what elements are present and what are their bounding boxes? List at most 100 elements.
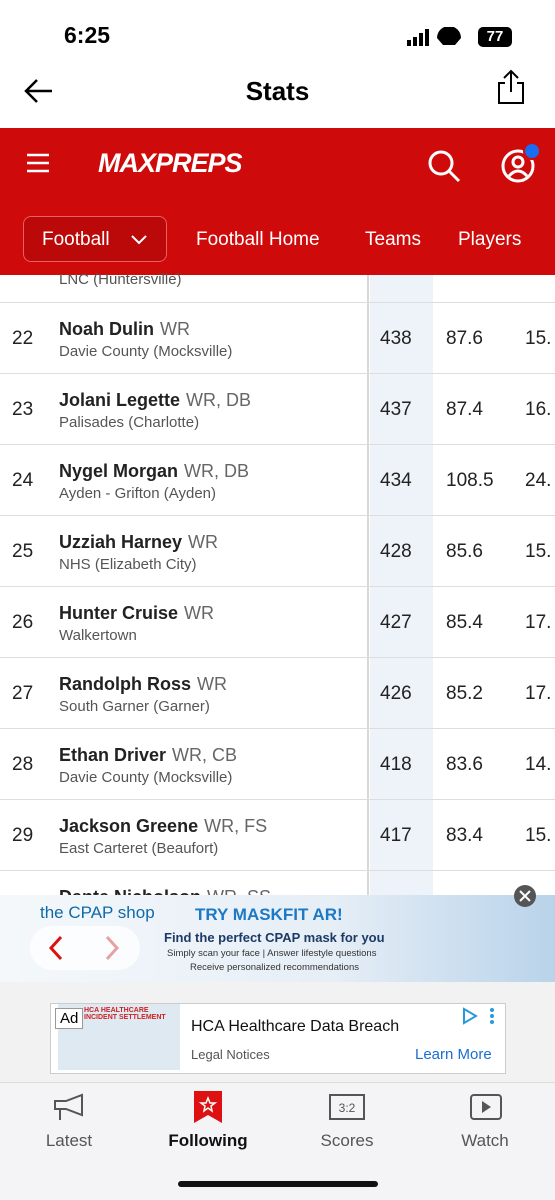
stat-value: 83.4: [446, 825, 483, 846]
row-divider: [0, 444, 555, 445]
chevron: [131, 235, 147, 245]
row-divider: [0, 515, 555, 516]
tab-bar: [0, 1082, 555, 1200]
school: South Garner (Garner): [59, 698, 210, 715]
stat-value: 428: [380, 541, 412, 562]
ad-subhead: Find the perfect CPAP mask for you: [164, 930, 385, 945]
row-divider: [0, 302, 555, 303]
row-rank: 23: [12, 399, 34, 420]
tab[interactable]: Football: [42, 229, 110, 250]
tab-label[interactable]: Following: [168, 1131, 248, 1150]
stat-value: 85.2: [446, 683, 483, 704]
position: WR: [188, 532, 219, 552]
tab[interactable]: Players: [458, 229, 522, 250]
stat-value: 426: [380, 683, 412, 704]
tab-label[interactable]: Latest: [45, 1131, 93, 1150]
sorted-column: [370, 275, 433, 895]
row-divider: [0, 657, 555, 658]
player-name[interactable]: Hunter Cruise WR: [59, 603, 215, 623]
stat-value: 16.: [525, 399, 552, 420]
row-rank: 24: [12, 470, 34, 491]
tab[interactable]: Teams: [365, 229, 421, 250]
share-button[interactable]: [495, 68, 527, 106]
position: WR, CB: [172, 745, 238, 765]
stat-value: 83.6: [446, 754, 483, 775]
position: WR: [160, 319, 190, 339]
school: Davie County (Mocksville): [59, 769, 233, 786]
menu-button[interactable]: [26, 152, 50, 174]
tab-icon: [470, 1094, 502, 1120]
row-divider: [0, 586, 555, 587]
status-icons: [407, 27, 485, 46]
player-name[interactable]: Randolph Ross WR: [59, 674, 228, 694]
time: 6:25: [64, 22, 111, 48]
column-divider: [367, 275, 369, 895]
battery: 77: [478, 27, 512, 47]
ad-choices[interactable]: [462, 1006, 498, 1026]
row-rank: 27: [12, 683, 34, 704]
player-name[interactable]: Nygel Morgan WR, DB: [59, 461, 250, 481]
stat-value: 434: [380, 470, 412, 491]
stat-value: 427: [380, 612, 412, 633]
search-button[interactable]: [426, 148, 462, 184]
logo[interactable]: MAXPREPS: [98, 148, 243, 178]
stat-value: 85.4: [446, 612, 483, 633]
svg-text:3:2: 3:2: [339, 1101, 356, 1115]
ad-text: Receive personalized recommendations: [190, 962, 359, 973]
ad-image-text: HCA HEALTHCARE INCIDENT SETTLEMENT: [84, 1007, 166, 1021]
ad-cta[interactable]: Learn More: [415, 1046, 492, 1063]
school: East Carteret (Beaufort): [59, 840, 219, 857]
carousel-control[interactable]: [30, 926, 140, 970]
row-divider: [0, 870, 555, 871]
player-name[interactable]: Uzziah Harney WR: [59, 532, 219, 552]
stat-value: 14.: [525, 754, 552, 775]
position: WR, FS: [204, 816, 268, 836]
tab-icon: [54, 1093, 83, 1120]
stat-value: 85.6: [446, 541, 483, 562]
home-indicator: [178, 1181, 378, 1187]
ad-brand: the CPAP shop: [40, 903, 155, 922]
profile-button[interactable]: [498, 142, 544, 184]
stat-value: 87.6: [446, 328, 483, 349]
school: Palisades (Charlotte): [59, 414, 200, 431]
stat-value: 17.: [525, 612, 552, 633]
row-rank: 28: [12, 754, 34, 775]
stat-value: 15.: [525, 328, 552, 349]
nav-title: Stats: [245, 76, 310, 106]
row-divider: [0, 799, 555, 800]
position: WR, DB: [184, 461, 250, 481]
position: WR, DB: [186, 390, 252, 410]
stat-value: 24.: [525, 470, 552, 491]
row-rank: 22: [12, 328, 34, 349]
row-divider: [0, 728, 555, 729]
row-rank: 26: [12, 612, 34, 633]
row-divider: [0, 373, 555, 374]
school: Walkertown: [59, 627, 137, 644]
ad-source: Legal Notices: [191, 1047, 270, 1062]
school: LNC (Huntersville): [59, 271, 182, 288]
player-name[interactable]: Jackson Greene WR, FS: [59, 816, 268, 836]
stat-value: 15.: [525, 541, 552, 562]
stat-value: 108.5: [446, 470, 494, 491]
stat-value: 17.: [525, 683, 552, 704]
stat-value: 15.: [525, 825, 552, 846]
stat-value: 87.4: [446, 399, 483, 420]
tab-label[interactable]: Watch: [461, 1131, 509, 1150]
tab-icon: [194, 1091, 222, 1123]
school: Ayden - Grifton (Ayden): [59, 485, 217, 502]
tab[interactable]: Football Home: [196, 229, 320, 250]
back-button[interactable]: [22, 76, 56, 106]
carousel-arrows[interactable]: [45, 934, 125, 962]
tab-label[interactable]: Scores: [320, 1131, 374, 1150]
stat-value: 437: [380, 399, 412, 420]
stat-value: 418: [380, 754, 412, 775]
school: NHS (Elizabeth City): [59, 556, 197, 573]
tab-icon: 3:2: [329, 1094, 365, 1120]
player-name[interactable]: Noah Dulin WR: [59, 319, 190, 339]
stats-table: LNC (Huntersville) 22 Noah Dulin WR Davie C…: [0, 271, 555, 907]
row-rank: 25: [12, 541, 34, 562]
player-name[interactable]: Ethan Driver WR, CB: [59, 745, 238, 765]
ad-close[interactable]: [513, 884, 537, 908]
player-name[interactable]: Jolani Legette WR, DB: [59, 390, 252, 410]
